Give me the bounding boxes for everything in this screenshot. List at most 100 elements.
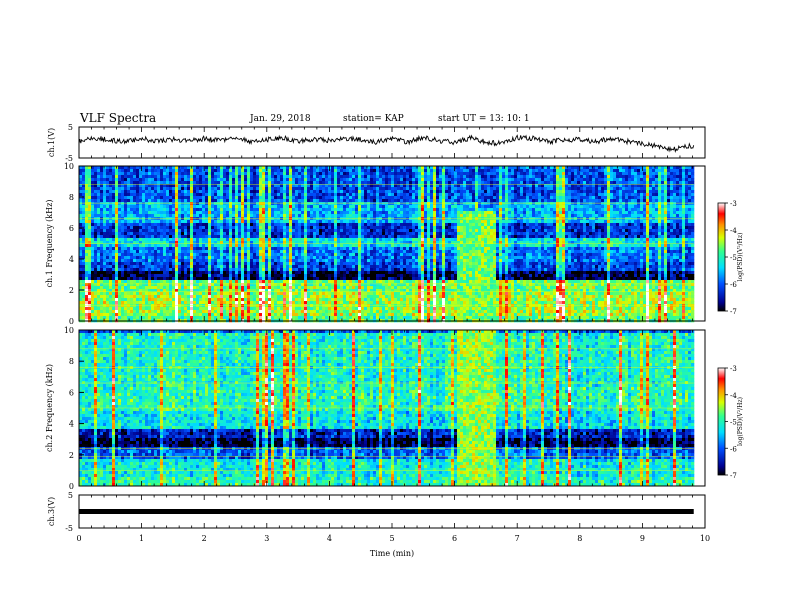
spectrogram-cell bbox=[244, 190, 247, 193]
spectrogram-cell bbox=[322, 313, 325, 316]
spectrogram-cell bbox=[361, 298, 364, 301]
spectrogram-cell bbox=[133, 256, 136, 259]
spectrogram-cell bbox=[343, 316, 346, 319]
spectrogram-cell bbox=[232, 181, 235, 184]
spectrogram-cell bbox=[130, 286, 133, 289]
spectrogram-cell bbox=[316, 244, 319, 247]
spectrogram-cell bbox=[250, 298, 253, 301]
spectrogram-cell bbox=[160, 274, 163, 277]
spectrogram-cell bbox=[337, 286, 340, 289]
spectrogram-cell bbox=[226, 277, 229, 280]
spectrogram-cell bbox=[115, 178, 118, 181]
spectrogram-cell bbox=[235, 172, 238, 175]
spectrogram-cell bbox=[124, 307, 127, 310]
spectrogram-cell bbox=[232, 169, 235, 172]
spectrogram-cell bbox=[286, 190, 289, 193]
spectrogram-cell bbox=[202, 190, 205, 193]
spectrogram-cell bbox=[364, 286, 367, 289]
spectrogram-cell bbox=[349, 298, 352, 301]
spectrogram-cell bbox=[349, 202, 352, 205]
spectrogram-cell bbox=[193, 286, 196, 289]
spectrogram-cell bbox=[271, 187, 274, 190]
spectrogram-cell bbox=[121, 295, 124, 298]
spectrogram-cell bbox=[283, 277, 286, 280]
spectrogram-cell bbox=[247, 301, 250, 304]
spectrogram-cell bbox=[346, 316, 349, 319]
spectrogram-cell bbox=[232, 280, 235, 283]
spectrogram-cell bbox=[199, 265, 202, 268]
spectrogram-cell bbox=[343, 280, 346, 283]
spectrogram-cell bbox=[151, 313, 154, 316]
spectrogram-cell bbox=[325, 292, 328, 295]
spectrogram-cell bbox=[151, 220, 154, 223]
spectrogram-cell bbox=[256, 301, 259, 304]
spectrogram-cell bbox=[223, 181, 226, 184]
spectrogram-cell bbox=[232, 247, 235, 250]
spectrogram-cell bbox=[364, 292, 367, 295]
spectrogram-cell bbox=[259, 256, 262, 259]
spectrogram-cell bbox=[337, 307, 340, 310]
spectrogram-cell bbox=[178, 298, 181, 301]
spectrogram-cell bbox=[268, 316, 271, 319]
spectrogram-cell bbox=[223, 226, 226, 229]
spectrogram-cell bbox=[148, 310, 151, 313]
spectrogram-cell bbox=[328, 193, 331, 196]
spectrogram-cell bbox=[190, 262, 193, 265]
spectrogram-cell bbox=[250, 229, 253, 232]
spectrogram-cell bbox=[85, 181, 88, 184]
spectrogram-cell bbox=[346, 232, 349, 235]
spectrogram-cell bbox=[337, 196, 340, 199]
spectrogram-cell bbox=[178, 199, 181, 202]
spectrogram-cell bbox=[346, 310, 349, 313]
spectrogram-cell bbox=[85, 310, 88, 313]
spectrogram-cell bbox=[97, 316, 100, 319]
spectrogram-cell bbox=[280, 280, 283, 283]
spectrogram-cell bbox=[349, 247, 352, 250]
spectrogram-cell bbox=[319, 205, 322, 208]
spectrogram-cell bbox=[85, 265, 88, 268]
spectrogram-cell bbox=[187, 223, 190, 226]
spectrogram-cell bbox=[97, 208, 100, 211]
spectrogram-cell bbox=[280, 205, 283, 208]
spectrogram-cell bbox=[310, 265, 313, 268]
spectrogram-cell bbox=[220, 298, 223, 301]
spectrogram-cell bbox=[184, 205, 187, 208]
spectrogram-cell bbox=[88, 301, 91, 304]
spectrogram-cell bbox=[292, 274, 295, 277]
spectrogram-cell bbox=[292, 232, 295, 235]
spectrogram-cell bbox=[136, 286, 139, 289]
spectrogram-cell bbox=[322, 247, 325, 250]
spectrogram-cell bbox=[172, 316, 175, 319]
spectrogram-cell bbox=[325, 286, 328, 289]
spectrogram-cell bbox=[88, 190, 91, 193]
spectrogram-cell bbox=[256, 193, 259, 196]
spectrogram-cell bbox=[328, 223, 331, 226]
spectrogram-cell bbox=[313, 232, 316, 235]
spectrogram-cell bbox=[271, 232, 274, 235]
spectrogram-cell bbox=[352, 301, 355, 304]
spectrogram-cell bbox=[307, 316, 310, 319]
spectrogram-cell bbox=[343, 187, 346, 190]
spectrogram-cell bbox=[358, 316, 361, 319]
spectrogram-cell bbox=[91, 202, 94, 205]
spectrogram-cell bbox=[277, 214, 280, 217]
spectrogram-cell bbox=[316, 277, 319, 280]
spectrogram-cell bbox=[154, 172, 157, 175]
spectrogram-cell bbox=[139, 205, 142, 208]
spectrogram-cell bbox=[211, 220, 214, 223]
spectrogram-cell bbox=[292, 226, 295, 229]
spectrogram-cell bbox=[259, 169, 262, 172]
spectrogram-cell bbox=[190, 169, 193, 172]
spectrogram-cell bbox=[244, 250, 247, 253]
spectrogram-cell bbox=[106, 223, 109, 226]
spectrogram-cell bbox=[316, 205, 319, 208]
spectrogram-cell bbox=[160, 310, 163, 313]
spectrogram-cell bbox=[277, 256, 280, 259]
spectrogram-cell bbox=[199, 202, 202, 205]
spectrogram-cell bbox=[316, 238, 319, 241]
spectrogram-cell bbox=[337, 301, 340, 304]
spectrogram-cell bbox=[292, 211, 295, 214]
spectrogram-cell bbox=[151, 247, 154, 250]
spectrogram-cell bbox=[253, 295, 256, 298]
spectrogram-cell bbox=[262, 271, 265, 274]
